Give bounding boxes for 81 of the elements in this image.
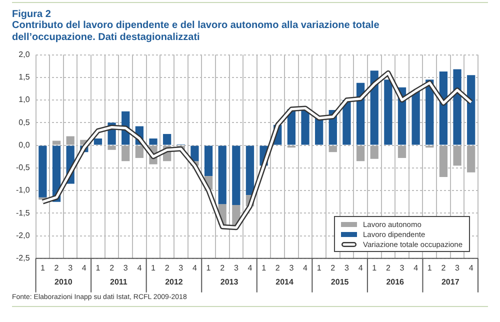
bar <box>122 146 130 162</box>
text: 2011 <box>110 278 128 287</box>
bar <box>38 146 47 198</box>
y-tick-label: 0,0 <box>18 140 30 150</box>
bar <box>342 100 351 145</box>
bar <box>246 146 254 196</box>
bar <box>467 146 476 172</box>
y-tick-label: 1,0 <box>18 95 30 104</box>
chart-subtitle: Contributo del lavoro dipendente e del lavoro autonomo alla variazione totale dell’occupazione. Dati destagionalizzati <box>12 20 380 44</box>
x-tick-label: 1 <box>372 263 378 272</box>
x-tick-label: 4 <box>82 263 87 272</box>
x-tick-label: 3 <box>344 263 350 272</box>
x-tick-label: 3 <box>234 263 239 272</box>
x-tick-label: 2 <box>330 263 336 272</box>
bar <box>467 75 476 145</box>
text: 2017 <box>441 278 460 287</box>
chart-title: Figura 2 <box>12 9 52 20</box>
y-tick-label: 1,5 <box>18 72 30 82</box>
bar <box>370 146 378 159</box>
bar <box>52 140 61 145</box>
bar <box>453 69 462 145</box>
y-tick-label: -1,5 <box>16 208 30 218</box>
bar <box>190 146 199 162</box>
x-tick-label: 3 <box>455 263 460 272</box>
bar <box>439 146 448 177</box>
x-tick-label: 4 <box>358 263 364 272</box>
x-tick-label: 2 <box>220 263 226 272</box>
bar <box>301 109 310 145</box>
x-tick-label: 3 <box>68 263 74 272</box>
x-tick-label: 1 <box>427 263 432 272</box>
x-tick-label: 3 <box>123 263 128 272</box>
text: 2016 <box>386 278 405 287</box>
bar <box>149 138 158 145</box>
bar <box>218 146 226 204</box>
x-tick-label: 1 <box>40 263 46 272</box>
x-tick-label: 2 <box>441 263 446 272</box>
bar <box>135 146 144 158</box>
x-tick-label: 2 <box>54 263 60 272</box>
x-tick-label: 2 <box>386 263 391 272</box>
bar <box>328 146 337 152</box>
y-tick-label: -2,0 <box>16 230 30 240</box>
x-tick-label: 1 <box>206 263 212 272</box>
x-tick-label: 4 <box>192 263 198 272</box>
y-tick-label: 0,5 <box>18 118 30 127</box>
bar <box>204 146 213 176</box>
x-tick-label: 4 <box>468 263 474 272</box>
bar <box>163 134 172 145</box>
y-tick-label: -0,5 <box>16 163 30 172</box>
bar <box>398 146 406 158</box>
text: 2013 <box>220 278 239 287</box>
y-tick-label: 2,0 <box>18 50 30 60</box>
x-tick-label: 3 <box>400 263 405 272</box>
y-tick-label: -1,0 <box>16 186 30 195</box>
x-tick-label: 4 <box>137 263 142 272</box>
bar <box>315 118 324 145</box>
x-tick-label: 1 <box>262 263 267 272</box>
x-tick-label: 1 <box>316 263 322 272</box>
bar <box>66 136 74 145</box>
bar <box>384 80 392 145</box>
x-tick-label: 3 <box>289 263 294 272</box>
bar <box>108 146 116 150</box>
x-tick-label: 4 <box>248 263 253 272</box>
x-tick-label: 2 <box>110 263 115 272</box>
x-tick-label: 2 <box>164 263 170 272</box>
x-tick-label: 1 <box>151 263 156 272</box>
text: 2010 <box>54 278 73 287</box>
bar <box>412 90 420 145</box>
x-tick-label: 3 <box>178 263 184 272</box>
bar <box>370 70 378 145</box>
bar <box>453 146 462 166</box>
x-tick-label: 2 <box>275 263 280 272</box>
text: 2012 <box>165 278 184 287</box>
text: 2015 <box>330 278 350 287</box>
x-tick-label: 4 <box>303 263 308 272</box>
x-tick-label: 4 <box>414 263 419 272</box>
bar <box>94 138 102 145</box>
text: 2014 <box>276 278 294 287</box>
y-tick-label: -2,5 <box>16 254 30 263</box>
x-tick-label: 1 <box>96 263 101 272</box>
bar <box>356 146 365 162</box>
bar <box>232 146 240 206</box>
